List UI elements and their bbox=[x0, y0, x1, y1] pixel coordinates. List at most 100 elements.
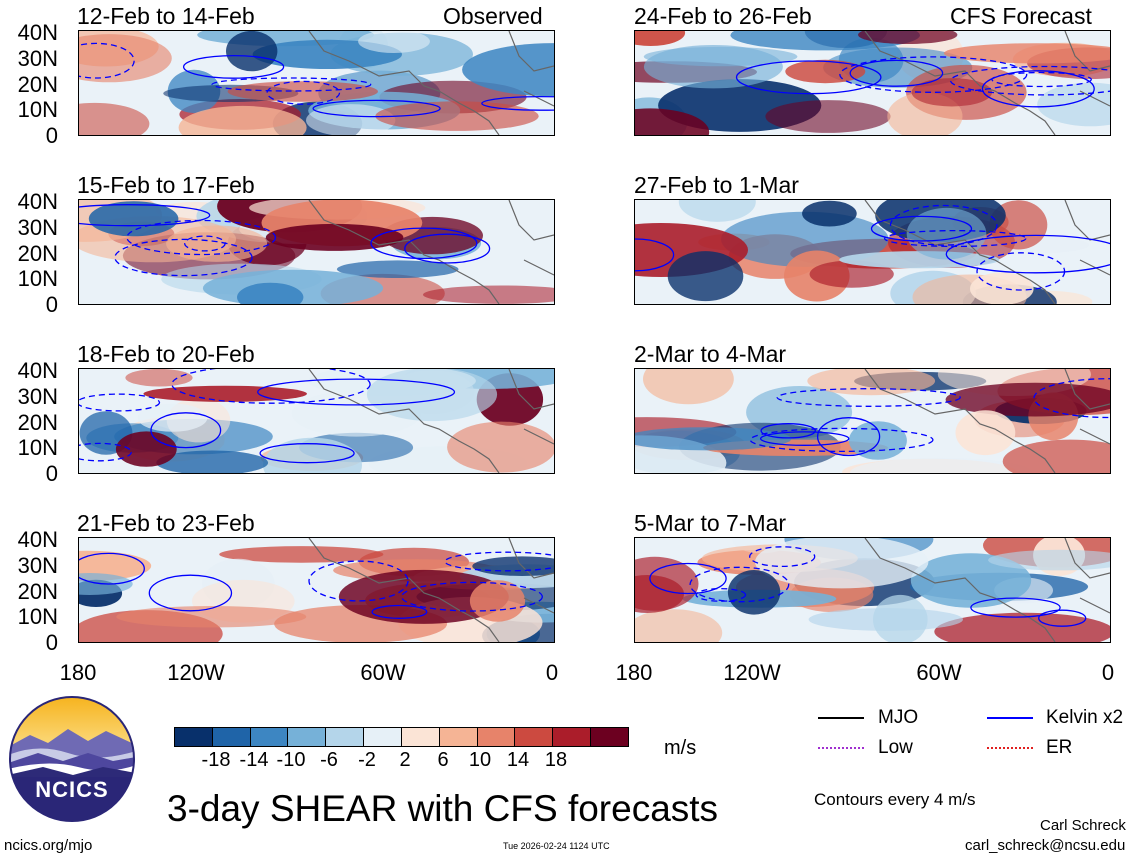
colorbar-swatch bbox=[590, 728, 628, 746]
shear-anomaly-blob bbox=[955, 410, 1016, 456]
shear-anomaly-blob bbox=[858, 31, 958, 44]
kelvin-contour bbox=[444, 551, 554, 572]
shear-anomaly-blob bbox=[88, 201, 179, 237]
kelvin-contour bbox=[370, 227, 478, 260]
colorbar-tick: 2 bbox=[399, 749, 411, 771]
panel-8-title: 5-Mar to 7-Mar bbox=[634, 510, 787, 536]
shear-anomaly-blob bbox=[809, 260, 894, 288]
shear-anomaly-blob bbox=[970, 272, 1034, 304]
lat-label: 40N bbox=[17, 358, 58, 383]
coastline bbox=[308, 200, 554, 304]
shear-anomaly-blob bbox=[447, 421, 554, 473]
lat-label: 0 bbox=[45, 630, 58, 655]
coastline bbox=[864, 538, 1110, 642]
kelvin-contour bbox=[759, 431, 850, 446]
map-panel-5 bbox=[78, 368, 555, 474]
panel-5-title: 18-Feb to 20-Feb bbox=[77, 341, 255, 367]
shear-anomaly-blob bbox=[635, 31, 686, 46]
main-title: 3-day SHEAR with CFS forecasts bbox=[167, 788, 719, 829]
colorbar-tick: -18 bbox=[201, 749, 231, 771]
kelvin-contour bbox=[308, 560, 409, 602]
panel-1-title: 12-Feb to 14-Feb bbox=[77, 3, 255, 29]
shear-anomaly-blob bbox=[125, 369, 193, 387]
shear-anomaly-blob bbox=[635, 556, 699, 611]
shear-anomaly-blob bbox=[472, 556, 554, 576]
panel-6-title: 2-Mar to 4-Mar bbox=[634, 341, 787, 367]
shear-anomaly-blob bbox=[178, 105, 307, 135]
colorbar-tick: 10 bbox=[468, 749, 492, 771]
lon-label: 120W bbox=[167, 660, 225, 685]
panel-4-title: 27-Feb to 1-Mar bbox=[634, 172, 799, 198]
kelvin-contour bbox=[171, 369, 371, 404]
kelvin-contour bbox=[981, 70, 1095, 108]
shear-anomaly-blob bbox=[643, 369, 734, 405]
kelvin-contour bbox=[312, 99, 441, 118]
shear-anomaly-blob bbox=[156, 450, 269, 473]
kelvin-contour bbox=[148, 574, 233, 612]
coastline bbox=[308, 369, 554, 473]
shear-anomaly-blob bbox=[423, 285, 554, 304]
kelvin-contour bbox=[259, 443, 355, 464]
kelvin-contour bbox=[635, 238, 675, 272]
shear-anomaly-blob bbox=[727, 570, 781, 615]
kelvin-contour bbox=[1038, 609, 1087, 627]
footer-author: Carl Schreck bbox=[1040, 817, 1126, 834]
shear-anomaly-blob bbox=[226, 31, 278, 72]
panel-1-tag: Observed bbox=[443, 3, 543, 29]
legend-label-mjo: MJO bbox=[878, 707, 919, 728]
shear-anomaly-blob bbox=[911, 78, 993, 107]
colorbar-swatch bbox=[249, 728, 288, 746]
lat-label: 10N bbox=[17, 435, 58, 460]
legend-line-er bbox=[987, 747, 1033, 749]
kelvin-contour bbox=[257, 378, 456, 406]
kelvin-contour bbox=[889, 204, 998, 246]
kelvin-contour bbox=[649, 562, 727, 595]
legend-label-er: ER bbox=[1046, 737, 1073, 758]
lon-label: 0 bbox=[545, 660, 559, 685]
lat-label: 30N bbox=[17, 384, 58, 409]
shear-anomaly-blob bbox=[643, 46, 798, 67]
shear-anomaly-blob bbox=[358, 31, 430, 53]
shear-anomaly-blob bbox=[678, 200, 756, 222]
colorbar-swatch bbox=[438, 728, 477, 746]
colorbar-swatch bbox=[175, 728, 212, 746]
shear-anomaly-blob bbox=[115, 431, 177, 467]
kelvin-contour bbox=[735, 60, 882, 95]
map-panel-7 bbox=[78, 537, 555, 643]
kelvin-contour bbox=[126, 219, 277, 256]
shear-anomaly-blob bbox=[469, 580, 526, 622]
lon-label: 180 bbox=[615, 660, 653, 685]
kelvin-contour bbox=[749, 546, 816, 568]
colorbar-tick: 14 bbox=[506, 749, 530, 771]
colorbar bbox=[174, 727, 629, 747]
footer-email[interactable]: carl_schreck@ncsu.edu bbox=[965, 837, 1126, 854]
legend-line-mjo bbox=[818, 717, 864, 719]
kelvin-contour bbox=[404, 233, 491, 264]
lon-label: 120W bbox=[723, 660, 781, 685]
footer-site[interactable]: ncics.org/mjo bbox=[4, 837, 93, 854]
shear-anomaly-blob bbox=[785, 59, 866, 84]
colorbar-tick: 6 bbox=[437, 749, 449, 771]
lat-label: 10N bbox=[17, 604, 58, 629]
kelvin-contour bbox=[816, 417, 881, 457]
kelvin-contour bbox=[849, 59, 944, 87]
panel-2-tag: CFS Forecast bbox=[950, 3, 1092, 29]
lat-label: 10N bbox=[17, 266, 58, 291]
shear-anomaly-blob bbox=[237, 282, 304, 304]
lat-label: 20N bbox=[17, 579, 58, 604]
map-panel-2 bbox=[634, 30, 1111, 136]
lon-label: 180 bbox=[59, 660, 97, 685]
map-panel-6 bbox=[634, 368, 1111, 474]
shear-anomaly-blob bbox=[945, 382, 1110, 417]
shear-anomaly-blob bbox=[839, 251, 1000, 269]
kelvin-contour bbox=[79, 442, 132, 462]
lat-label: 40N bbox=[17, 189, 58, 214]
shear-anomaly-blob bbox=[765, 100, 891, 133]
kelvin-contour bbox=[79, 552, 145, 585]
shear-anomaly-blob bbox=[306, 104, 396, 135]
kelvin-contour bbox=[695, 587, 747, 602]
logo-text: NCICS bbox=[35, 777, 109, 802]
kelvin-contour bbox=[211, 77, 372, 92]
lat-label: 30N bbox=[17, 46, 58, 71]
